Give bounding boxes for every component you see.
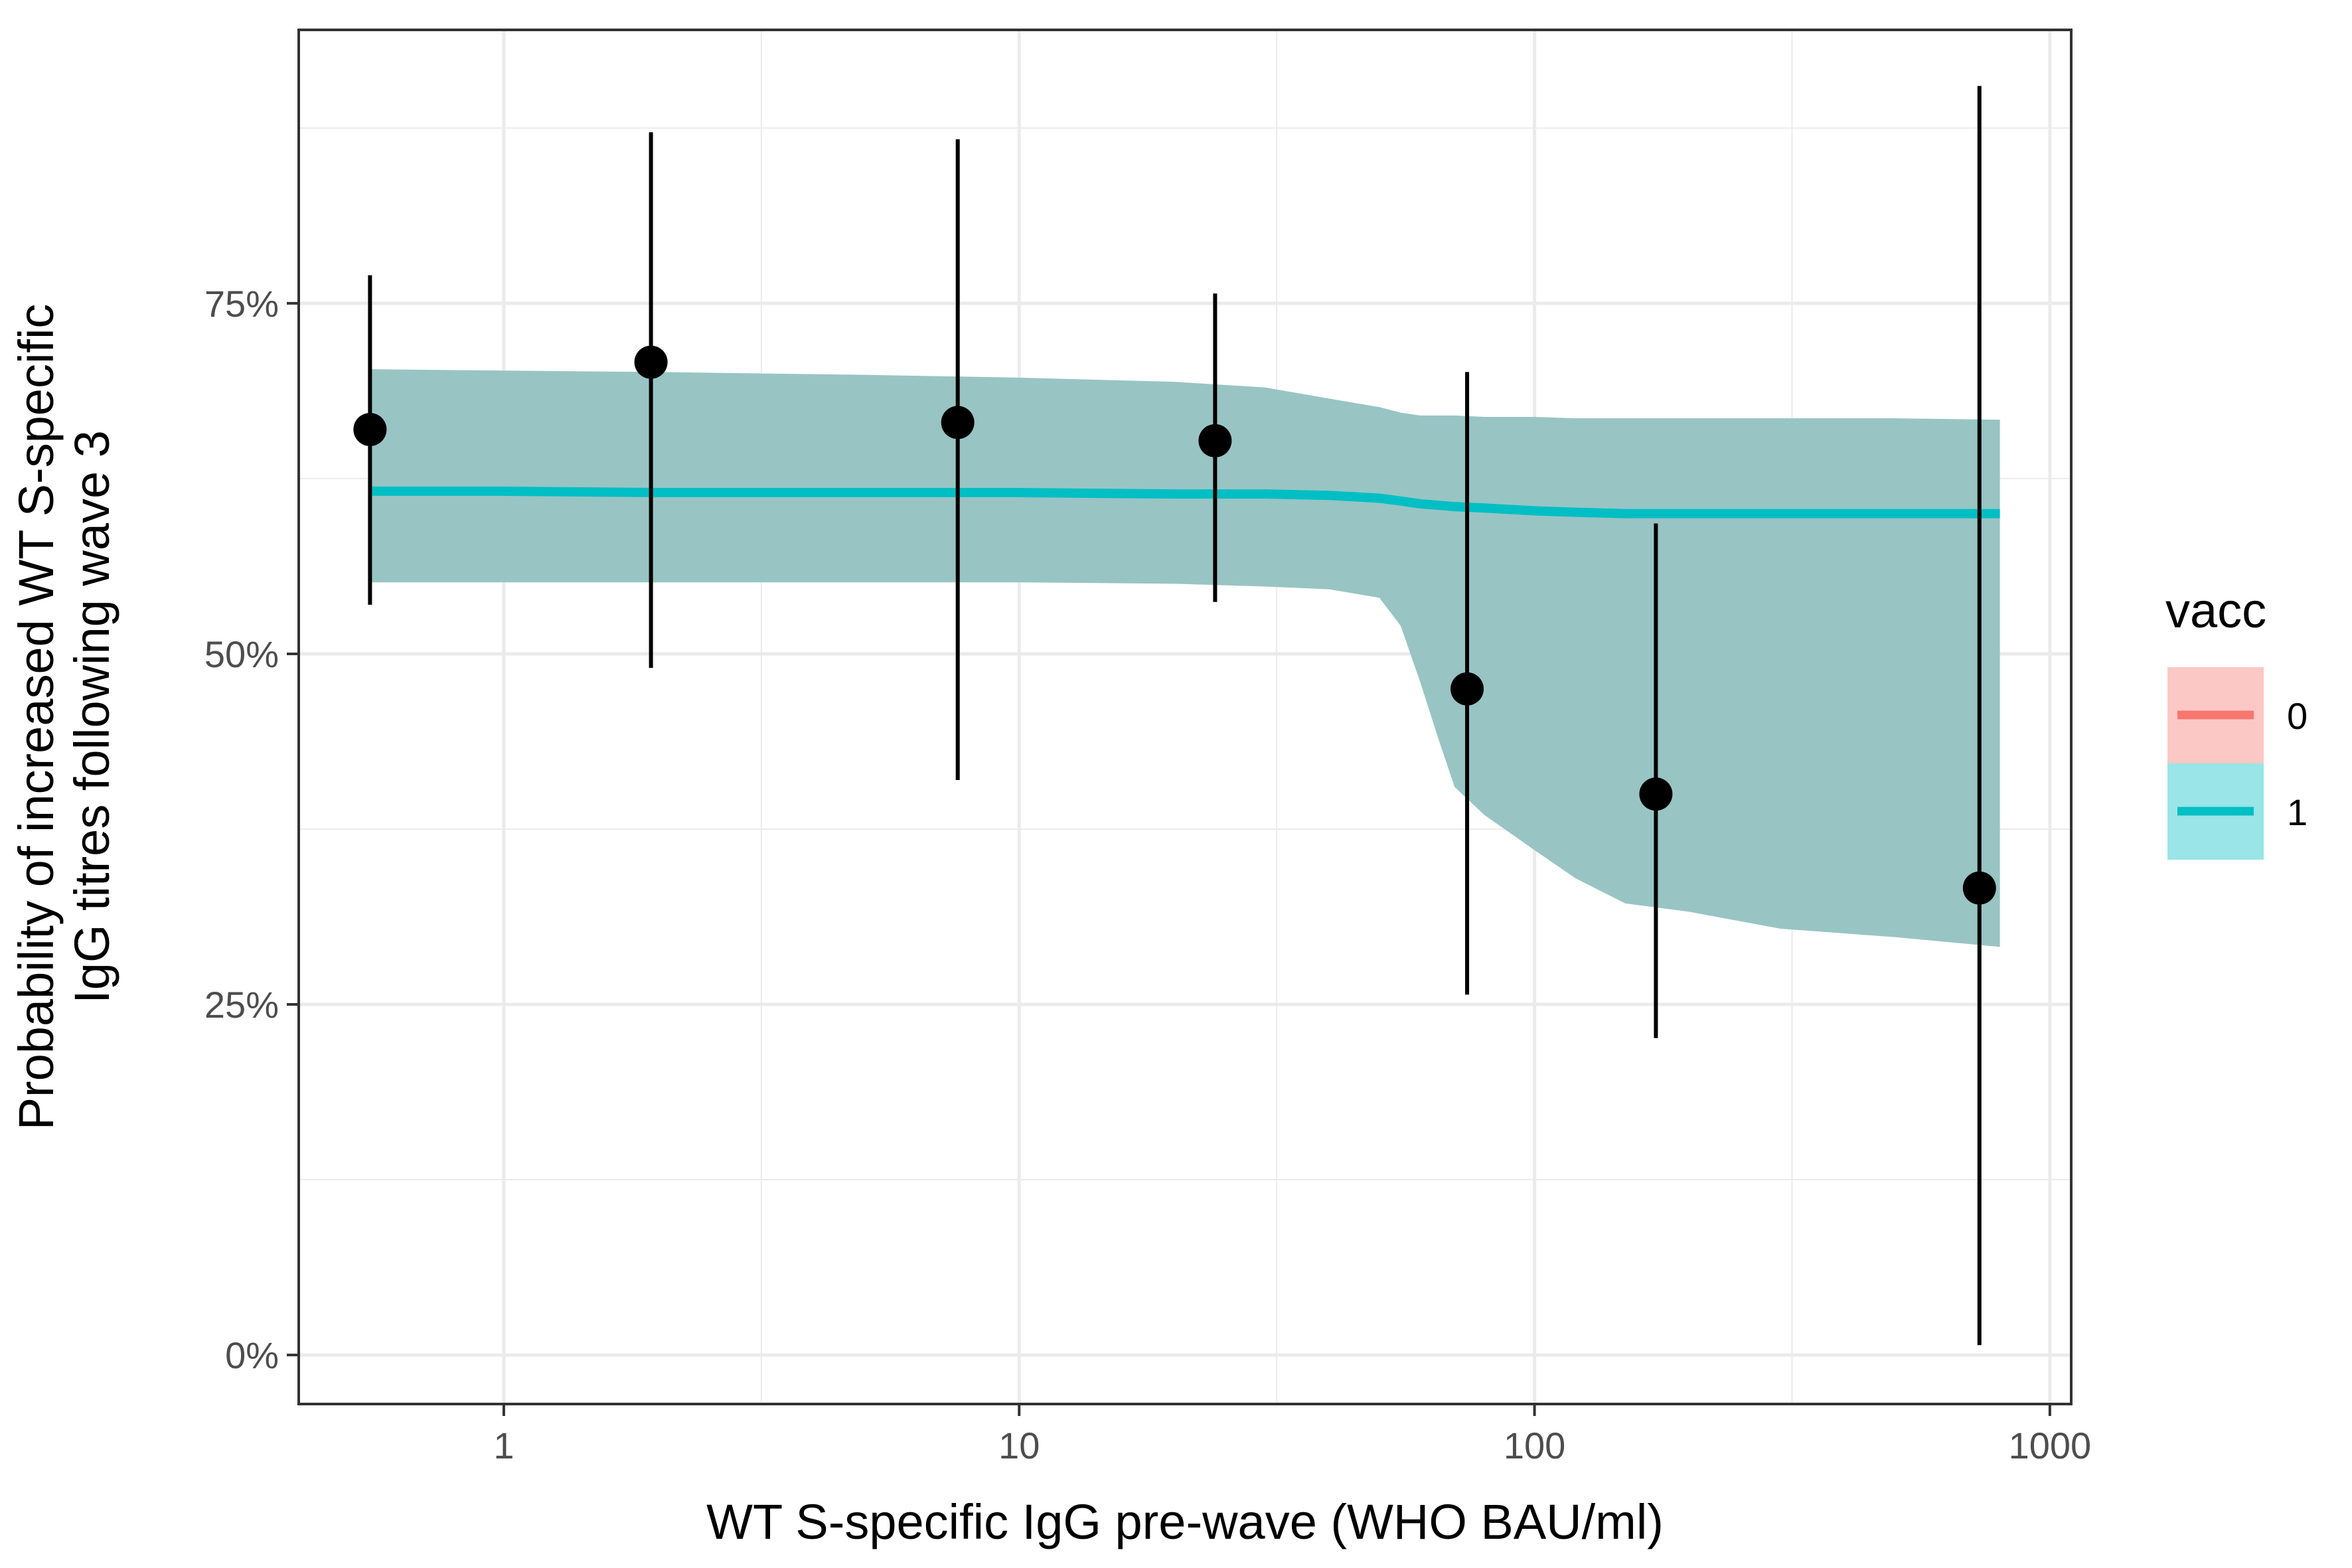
x-tick-label: 1: [493, 1425, 514, 1466]
panel-border: [297, 29, 2073, 1405]
observed-point-1: [634, 132, 668, 668]
y-tick-label: 0%: [225, 1334, 279, 1376]
y-axis-title: Probability of increased WT S-specific I…: [9, 304, 119, 1131]
legend-title: vacc: [2165, 583, 2266, 638]
fitted-line: [370, 486, 2000, 518]
point-marker: [1639, 777, 1673, 811]
line-layer: [370, 486, 2000, 518]
observed-point-6: [1962, 86, 1996, 1346]
x-axis-title: WT S-specific IgG pre-wave (WHO BAU/ml): [706, 1494, 1664, 1549]
point-marker: [634, 345, 668, 379]
legend-label-1: 1: [2287, 791, 2308, 833]
points-layer: [353, 86, 1996, 1346]
observed-point-2: [941, 139, 975, 781]
y-tick-label: 50%: [204, 633, 279, 675]
x-axis-ticks: 1 10 100 1000: [493, 1404, 2091, 1466]
x-tick-label: 10: [998, 1425, 1040, 1466]
x-tick-label: 100: [1504, 1425, 1565, 1466]
y-axis-title-line1: Probability of increased WT S-specific: [9, 304, 64, 1131]
point-marker: [353, 412, 387, 446]
point-marker: [941, 406, 975, 439]
legend: vacc 0 1: [2165, 583, 2308, 860]
y-axis-title-line2: IgG titres following wave 3: [64, 430, 119, 1004]
y-axis-ticks: 0% 25% 50% 75%: [204, 283, 299, 1376]
y-tick-label: 75%: [204, 283, 279, 325]
observed-point-5: [1639, 523, 1673, 1038]
point-marker: [1198, 424, 1232, 457]
observed-point-0: [353, 275, 387, 605]
y-tick-label: 25%: [204, 984, 279, 1026]
point-marker: [1962, 871, 1996, 905]
observed-point-3: [1198, 293, 1232, 602]
legend-label-0: 0: [2287, 695, 2308, 737]
point-marker: [1450, 672, 1484, 706]
x-tick-label: 1000: [2009, 1425, 2092, 1466]
observed-point-4: [1450, 372, 1484, 995]
